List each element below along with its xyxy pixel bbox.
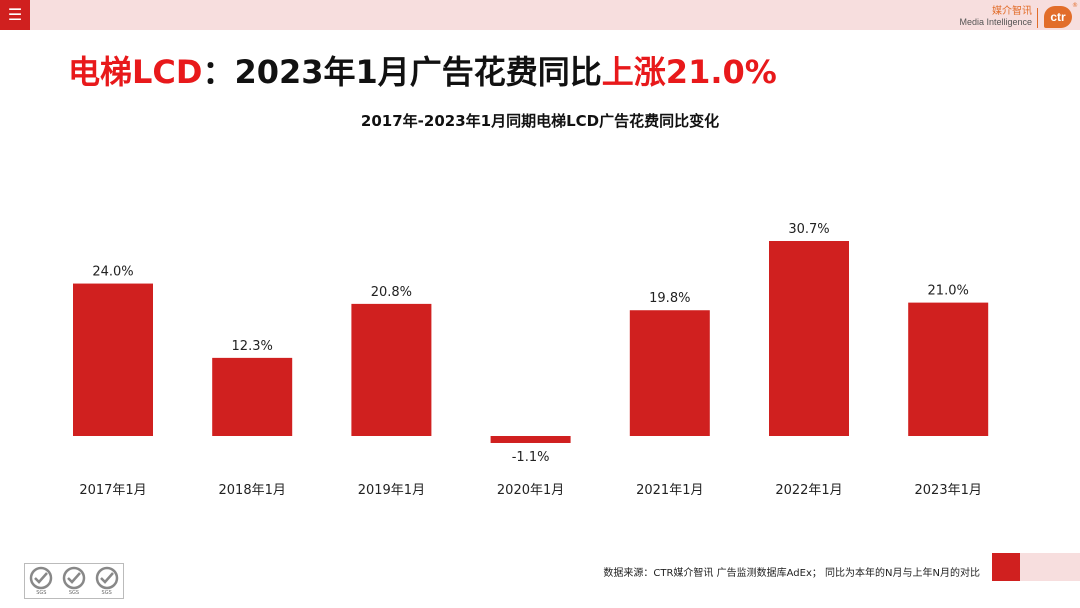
footer-band xyxy=(1020,553,1080,581)
category-label: 2023年1月 xyxy=(915,483,982,498)
category-label: 2018年1月 xyxy=(219,483,286,498)
brand: 媒介智讯 Media Intelligence xyxy=(959,6,1032,27)
brand-en-name: Media Intelligence xyxy=(959,16,1032,27)
title-middle: ：2023年1月广告花费同比 xyxy=(202,53,602,91)
bar xyxy=(73,283,153,436)
menu-icon[interactable]: ☰ xyxy=(0,0,30,30)
sgs-label: SGS xyxy=(36,590,47,596)
data-label: 20.8% xyxy=(371,285,412,300)
category-label: 2022年1月 xyxy=(775,483,842,498)
category-label: 2019年1月 xyxy=(358,483,425,498)
title-highlight: 上涨21.0% xyxy=(601,53,777,91)
sgs-seal-icon: SGS xyxy=(27,566,55,596)
data-label: 30.7% xyxy=(788,222,829,237)
chart-title: 2017年-2023年1月同期电梯LCD广告花费同比变化 xyxy=(360,112,720,130)
data-label: 19.8% xyxy=(649,291,690,306)
sgs-label: SGS xyxy=(101,590,112,596)
sgs-seal-icon: SGS xyxy=(93,566,121,596)
bar xyxy=(490,436,571,443)
page-title: 电梯LCD：2023年1月广告花费同比上涨21.0% xyxy=(68,47,777,93)
sgs-certification: SGS SGS SGS xyxy=(24,563,124,599)
bar xyxy=(212,357,293,436)
sgs-seal-icon: SGS xyxy=(60,566,88,596)
data-label: 24.0% xyxy=(92,265,133,280)
brand-divider xyxy=(1037,8,1038,28)
bar xyxy=(769,241,849,436)
bar xyxy=(629,310,710,436)
bar xyxy=(351,303,432,436)
data-label: -1.1% xyxy=(512,450,550,465)
brand-cn-name: 媒介智讯 xyxy=(992,6,1032,17)
data-label: 21.0% xyxy=(928,284,969,299)
category-label: 2021年1月 xyxy=(636,483,703,498)
bar xyxy=(908,302,989,436)
category-label: 2017年1月 xyxy=(79,483,146,498)
ctr-logo: ctr xyxy=(1044,6,1072,28)
data-label: 12.3% xyxy=(232,339,273,354)
ctr-registered-mark: ® xyxy=(1072,2,1078,9)
footer-accent-block xyxy=(992,553,1020,581)
category-label: 2020年1月 xyxy=(497,483,564,498)
top-bar: ☰ 媒介智讯 Media Intelligence ctr ® xyxy=(0,0,1080,30)
title-subject: 电梯LCD xyxy=(68,53,203,91)
data-source-note: 数据来源：CTR媒介智讯 广告监测数据库AdEx； 同比为本年的N月与上年N月的… xyxy=(603,568,980,579)
sgs-label: SGS xyxy=(68,590,80,596)
